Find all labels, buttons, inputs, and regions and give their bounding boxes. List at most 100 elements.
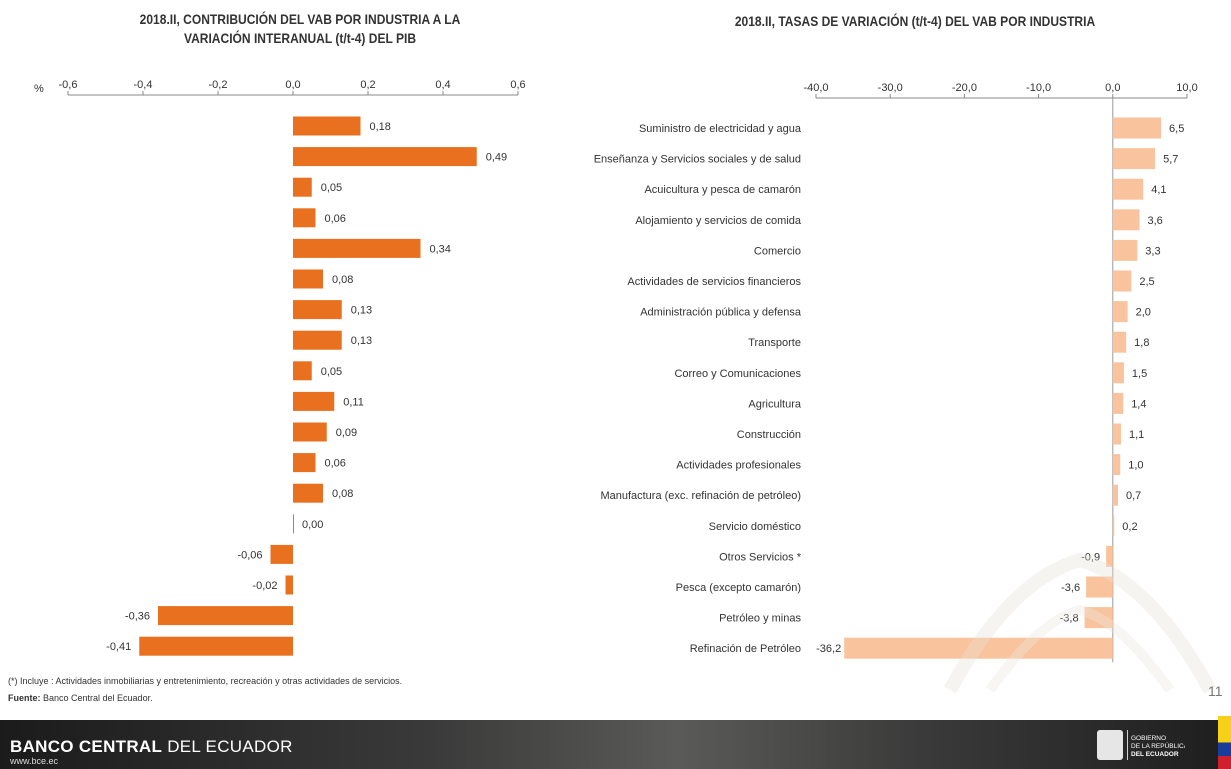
bar	[1112, 178, 1144, 200]
x-tick-label: 10,0	[1176, 82, 1197, 94]
data-label: 0,13	[351, 305, 372, 317]
bar	[1112, 515, 1115, 537]
x-tick-label: -10,0	[1026, 82, 1051, 94]
x-tick-label: -0,4	[134, 79, 153, 91]
category-label: Comercio	[754, 245, 801, 257]
website-link[interactable]: www.bce.ec	[10, 756, 59, 766]
bar	[1112, 209, 1140, 231]
data-label: 0,2	[1122, 521, 1137, 533]
data-label: 0,18	[370, 121, 391, 133]
x-tick-label: 0,6	[510, 79, 525, 91]
category-label: Pesca (excepto camarón)	[676, 582, 801, 594]
bar	[1106, 545, 1113, 567]
data-label: 3,3	[1145, 245, 1160, 257]
category-label: Manufactura (exc. refinación de petróleo…	[600, 490, 801, 502]
bar	[1112, 423, 1121, 445]
bank-name: BANCO CENTRAL DEL ECUADOR	[10, 737, 293, 757]
data-label: 1,1	[1129, 429, 1144, 441]
category-label: Suministro de electricidad y agua	[639, 123, 802, 135]
bank-name-rest: DEL ECUADOR	[162, 737, 293, 756]
footer-bar	[0, 720, 1231, 769]
left-chart-title-line2: VARIACIÓN INTERANUAL (t/t-4) DEL PIB	[183, 30, 417, 46]
bar	[1112, 117, 1162, 139]
data-label: 0,08	[332, 274, 353, 286]
coat-of-arms-watermark	[943, 552, 1217, 694]
data-label: -36,2	[816, 643, 841, 655]
bar	[293, 391, 335, 411]
data-label: 0,7	[1126, 490, 1141, 502]
bar	[1112, 362, 1124, 384]
right-chart-title: 2018.II, TASAS DE VARIACIÓN (t/t-4) DEL …	[734, 13, 1096, 29]
coat-of-arms-icon	[1097, 730, 1123, 760]
category-label: Acuicultura y pesca de camarón	[644, 184, 801, 196]
category-label: Actividades profesionales	[676, 460, 801, 472]
data-label: 0,11	[343, 396, 364, 408]
bank-name-bold: BANCO CENTRAL	[10, 737, 163, 756]
category-label: Servicio doméstico	[709, 521, 801, 533]
bar	[158, 606, 293, 626]
category-label: Otros Servicios *	[719, 551, 802, 563]
x-tick-label: 0,0	[285, 79, 300, 91]
bar	[293, 177, 312, 197]
data-label: 0,06	[325, 213, 346, 225]
data-label: 4,1	[1151, 184, 1166, 196]
data-label: 2,5	[1139, 276, 1154, 288]
data-label: 0,09	[336, 427, 357, 439]
bar	[293, 300, 342, 320]
data-label: 0,49	[486, 152, 507, 164]
contribution-bar-chart: % -0,6 -0,4 -0,2 0,0 0,2 0,4 0,6 0,18 0,49 0,05 0,0…	[34, 79, 526, 656]
gov-logo-line1: GOBIERNO	[1131, 735, 1166, 742]
data-label: -0,36	[125, 611, 150, 623]
bar	[1112, 148, 1156, 170]
bar	[293, 147, 477, 167]
bar	[293, 238, 421, 258]
bar	[1112, 454, 1121, 476]
x-tick-label: -20,0	[952, 82, 977, 94]
source-text: Banco Central del Ecuador.	[40, 693, 153, 703]
data-label: 1,4	[1131, 398, 1146, 410]
x-tick-label: -0,2	[209, 79, 228, 91]
data-label: 2,0	[1136, 307, 1151, 319]
bar	[293, 269, 323, 289]
x-tick-label: -0,6	[59, 79, 78, 91]
data-label: 0,08	[332, 488, 353, 500]
ecuador-flag-strip	[1218, 716, 1231, 769]
data-label: 0,06	[325, 458, 346, 470]
bar	[293, 453, 316, 473]
category-label: Petróleo y minas	[719, 613, 801, 625]
data-label: 5,7	[1163, 154, 1178, 166]
x-tick-label: 0,2	[360, 79, 375, 91]
bar	[1086, 576, 1113, 598]
bar	[844, 637, 1113, 659]
left-chart-title: 2018.II, CONTRIBUCIÓN DEL VAB POR INDUST…	[85, 10, 515, 48]
category-label: Correo y Comunicaciones	[674, 368, 801, 380]
data-label: -0,02	[252, 580, 277, 592]
bar	[285, 575, 293, 595]
data-label: 1,0	[1128, 460, 1143, 472]
data-label: -0,41	[106, 641, 131, 653]
x-tick-label: 0,4	[435, 79, 450, 91]
category-label: Refinación de Petróleo	[690, 643, 801, 655]
data-label: 3,6	[1148, 215, 1163, 227]
data-label: 0,05	[321, 366, 342, 378]
bar	[293, 514, 294, 534]
unit-label: %	[34, 83, 44, 95]
category-label: Enseñanza y Servicios sociales y de salu…	[594, 154, 801, 166]
bar	[1084, 607, 1113, 629]
bar	[270, 544, 293, 564]
x-tick-label: -30,0	[878, 82, 903, 94]
category-label: Actividades de servicios financieros	[627, 276, 801, 288]
bar	[139, 636, 293, 656]
x-tick-label: 0,0	[1105, 82, 1120, 94]
category-label: Agricultura	[748, 398, 801, 410]
bar	[1112, 331, 1127, 353]
page-number: 11	[1208, 683, 1223, 699]
source-label: Fuente:	[8, 693, 41, 703]
footnote: (*) Incluye : Actividades inmobiliarias …	[8, 676, 403, 686]
source-note: Fuente: Banco Central del Ecuador.	[8, 693, 153, 703]
data-label: 0,13	[351, 335, 372, 347]
data-label: -0,06	[237, 549, 262, 561]
bar	[293, 361, 312, 381]
bar	[1112, 301, 1128, 323]
category-label: Administración pública y defensa	[640, 307, 802, 319]
